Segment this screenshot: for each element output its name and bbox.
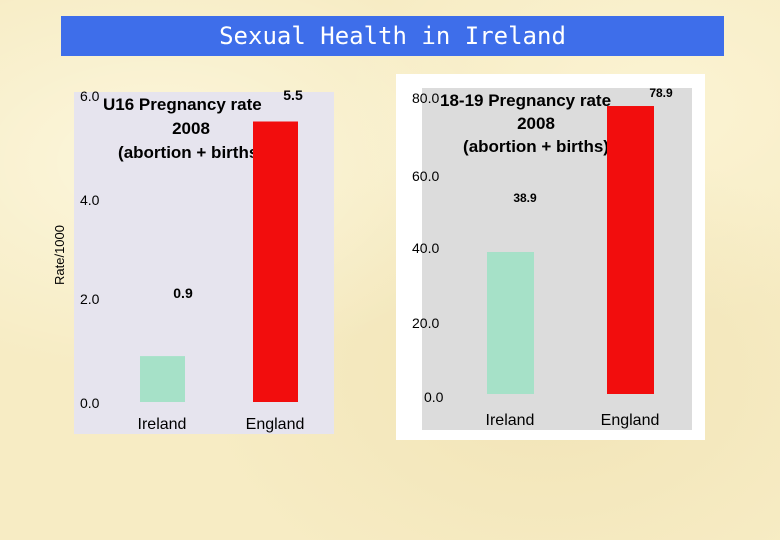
slide-title: Sexual Health in Ireland (61, 16, 724, 56)
data-label-ireland-18-19: 38.9 (513, 191, 537, 205)
y-tick-80: 80.0 (412, 90, 439, 106)
y-ticks-u16: 6.0 4.0 2.0 0.0 (80, 88, 100, 411)
data-label-england-18-19: 78.9 (649, 86, 673, 100)
bar-ireland-u16 (140, 356, 185, 402)
bar-ireland-18-19 (487, 252, 534, 394)
chart-title-18-19-line2: 2008 (517, 114, 555, 133)
y-tick-4: 4.0 (80, 192, 100, 208)
y-tick-60: 60.0 (412, 168, 439, 184)
bar-england-18-19 (607, 106, 654, 394)
y-tick-6: 6.0 (80, 88, 100, 104)
x-tick-england-u16: England (246, 416, 305, 433)
x-tick-ireland-18-19: Ireland (486, 412, 535, 429)
y-ticks-18-19: 80.0 60.0 40.0 20.0 0.0 (412, 90, 444, 405)
chart-title-18-19-line1: 18-19 Pregnancy rate (440, 91, 611, 110)
chart-title-u16-line1: U16 Pregnancy rate (103, 95, 262, 114)
y-tick-40: 40.0 (412, 240, 439, 256)
x-tick-england-18-19: England (601, 412, 660, 429)
y-tick-20: 20.0 (412, 315, 439, 331)
y-tick-2: 2.0 (80, 291, 100, 307)
data-label-ireland-u16: 0.9 (173, 285, 193, 301)
chart-title-u16-line3: (abortion + births) (118, 143, 264, 162)
bar-england-u16 (253, 121, 298, 402)
data-label-england-u16: 5.5 (283, 87, 303, 103)
y-tick-0-right: 0.0 (424, 389, 444, 405)
x-tick-ireland-u16: Ireland (138, 416, 187, 433)
chart-title-18-19-line3: (abortion + births) (463, 137, 609, 156)
y-tick-0: 0.0 (80, 395, 100, 411)
chart-title-u16-line2: 2008 (172, 119, 210, 138)
